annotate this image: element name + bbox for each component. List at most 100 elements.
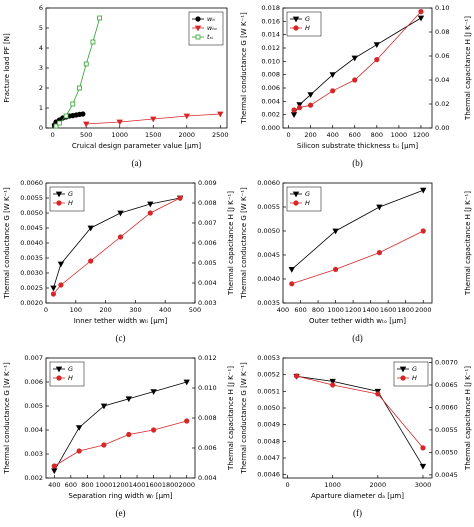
y-tick-label: 1	[39, 104, 43, 112]
marker	[116, 119, 123, 126]
marker	[56, 375, 62, 381]
y2-tick-label: 0.0065	[435, 381, 458, 389]
y2-tick-label: 0.08	[435, 28, 449, 36]
marker	[330, 382, 336, 388]
legend-label: G	[305, 190, 310, 198]
x-axis-label: Cruical design parameter value [μm]	[72, 142, 201, 150]
marker	[217, 111, 224, 118]
plot-frame	[282, 7, 433, 129]
x-tick-label: 2000	[370, 481, 387, 489]
y-tick-label: 0.0049	[257, 421, 280, 429]
marker	[70, 101, 76, 107]
marker	[53, 123, 59, 129]
panel-caption: (d)	[352, 333, 363, 343]
marker	[117, 234, 124, 240]
series-line	[296, 375, 424, 467]
marker	[101, 442, 107, 448]
y2-axis-label: Thermal capacitance H [J K⁻¹]	[464, 191, 472, 296]
y2-tick-label: 0.006	[198, 444, 217, 452]
y2-tick-label: 0.008	[198, 414, 217, 422]
marker	[87, 225, 94, 232]
y-tick-label: 0.0035	[20, 254, 43, 262]
legend-box	[49, 361, 85, 387]
y-tick-label: 0.0040	[20, 239, 43, 247]
marker	[117, 210, 124, 217]
marker	[290, 112, 298, 118]
y-tick-label: 0.0046	[257, 471, 280, 479]
marker	[50, 285, 57, 292]
x-tick-label: 1000	[391, 131, 408, 139]
x-axis-label: Separation ring width wᵣ [μm]	[68, 492, 172, 500]
y2-axis-label: Thermal capacitance H [J K⁻¹]	[227, 191, 235, 296]
legend-box	[393, 361, 429, 387]
x-tick-label: 300	[129, 306, 141, 314]
x-tick-label: 1600	[380, 306, 397, 314]
y-tick-label: 0.0020	[20, 299, 43, 307]
marker	[147, 210, 153, 216]
y2-tick-label: 0.006	[198, 239, 217, 247]
y-tick-label: 0.0051	[257, 387, 280, 395]
x-tick-label: 800	[371, 131, 383, 139]
y-tick-label: 0.000	[261, 124, 280, 132]
y-tick-label: 5	[39, 24, 43, 32]
legend-label: tₛᵢ	[207, 33, 214, 41]
y-tick-label: 4	[39, 44, 43, 52]
legend-label: G	[305, 15, 310, 23]
x-tick-label: 400	[159, 306, 171, 314]
y-tick-label: 0	[39, 124, 43, 132]
y2-tick-label: 0.010	[198, 384, 217, 392]
marker	[352, 77, 358, 83]
y-tick-label: 0.0055	[257, 203, 280, 211]
x-tick-label: 1400	[362, 306, 379, 314]
x-axis-label: Outer tether width wₜₒ [μm]	[309, 317, 406, 325]
x-tick-label: 0	[44, 306, 48, 314]
series-line	[53, 197, 181, 289]
y2-tick-label: 0.009	[198, 179, 217, 187]
panel-caption: (c)	[116, 333, 126, 343]
marker	[57, 261, 65, 268]
marker	[351, 55, 358, 62]
marker	[296, 102, 303, 108]
y2-tick-label: 0.008	[198, 199, 217, 207]
y-tick-label: 0.012	[261, 44, 280, 52]
panel-caption: (a)	[132, 158, 142, 168]
marker	[88, 258, 94, 264]
marker	[50, 291, 57, 297]
y2-tick-label: 0.0045	[435, 471, 458, 479]
y-axis-label: Thermal conductance G [W K⁻¹]	[240, 187, 248, 300]
x-tick-label: 2000	[178, 481, 195, 489]
plot-frame	[282, 357, 433, 479]
y-tick-label: 0.0050	[257, 227, 280, 235]
marker	[332, 228, 339, 235]
y-axis-label: Thermal conductance G [W K⁻¹]	[240, 12, 248, 125]
x-tick-label: 400	[277, 306, 289, 314]
marker	[420, 187, 427, 194]
panel-caption: (b)	[352, 158, 363, 168]
marker	[288, 267, 295, 273]
x-axis-label: Silicon substrate thickness tₛᵢ [μm]	[297, 142, 419, 150]
legend-label: G	[68, 190, 73, 198]
y-tick-label: 0.008	[261, 71, 280, 79]
y-axis-label: Thermal conductance G [W K⁻¹]	[240, 362, 248, 475]
y-tick-label: 0.0053	[257, 354, 280, 362]
x-tick-label: 600	[294, 306, 306, 314]
y-tick-label: 0.0045	[257, 251, 280, 259]
legend-box	[286, 11, 322, 37]
series-line	[291, 189, 424, 270]
y2-axis-label: Thermal capacitance H [J K⁻¹]	[464, 16, 472, 121]
y2-tick-label: 0.007	[198, 219, 217, 227]
legend-label: H	[305, 199, 310, 207]
marker	[55, 191, 63, 198]
marker	[291, 107, 297, 113]
marker	[293, 373, 300, 379]
marker	[177, 195, 183, 201]
x-tick-label: 600	[65, 481, 77, 489]
x-tick-label: 1000	[96, 481, 113, 489]
y-axis-label: Thermal conductance G [W K⁻¹]	[3, 187, 11, 300]
y-tick-label: 0.0060	[20, 179, 43, 187]
x-tick-label: 400	[326, 131, 338, 139]
y-tick-label: 0.0055	[20, 194, 43, 202]
y2-tick-label: 0.003	[198, 299, 217, 307]
series-line	[53, 197, 181, 295]
legend-box	[49, 186, 85, 212]
